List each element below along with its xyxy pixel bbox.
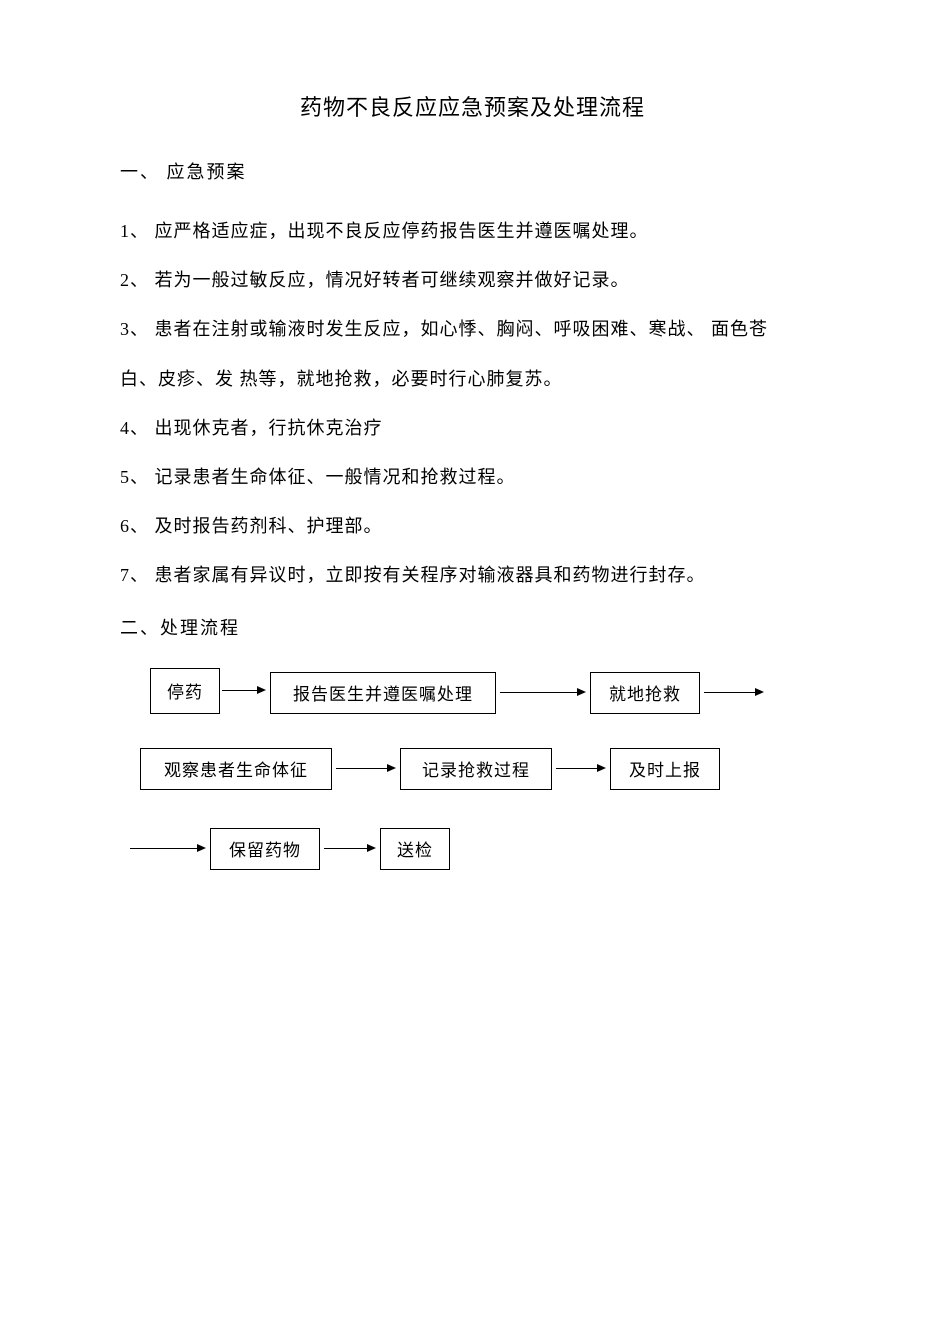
flow-arrow	[336, 768, 387, 769]
section-1-heading: 一、 应急预案	[120, 158, 825, 184]
flow-arrow	[222, 690, 257, 691]
section-2-heading: 二、处理流程	[120, 614, 825, 640]
flow-node: 送检	[380, 828, 450, 870]
document-page: 药物不良反应应急预案及处理流程 一、 应急预案 1、 应严格适应症，出现不良反应…	[0, 0, 945, 948]
flow-arrow	[500, 692, 577, 693]
flow-node: 及时上报	[610, 748, 720, 790]
arrow-head-icon	[257, 686, 266, 694]
flow-arrow	[324, 848, 367, 849]
flow-node: 停药	[150, 668, 220, 714]
list-item: 6、 及时报告药剂科、护理部。	[120, 505, 825, 548]
document-title: 药物不良反应应急预案及处理流程	[120, 90, 825, 122]
flow-arrow	[130, 848, 197, 849]
arrow-head-icon	[197, 844, 206, 852]
flow-node: 保留药物	[210, 828, 320, 870]
flow-node: 报告医生并遵医嘱处理	[270, 672, 496, 714]
list-item: 1、 应严格适应症，出现不良反应停药报告医生并遵医嘱处理。	[120, 210, 825, 253]
flow-node: 观察患者生命体征	[140, 748, 332, 790]
list-item: 4、 出现休克者，行抗休克治疗	[120, 407, 825, 450]
list-item: 3、 患者在注射或输液时发生反应，如心悸、胸闷、呼吸困难、寒战、 面色苍	[120, 308, 825, 351]
list-item: 5、 记录患者生命体征、一般情况和抢救过程。	[120, 456, 825, 499]
arrow-head-icon	[577, 688, 586, 696]
arrow-head-icon	[755, 688, 764, 696]
arrow-head-icon	[597, 764, 606, 772]
flow-arrow	[556, 768, 597, 769]
arrow-head-icon	[387, 764, 396, 772]
list-item: 2、 若为一般过敏反应，情况好转者可继续观察并做好记录。	[120, 259, 825, 302]
flow-node: 就地抢救	[590, 672, 700, 714]
flowchart: 停药 报告医生并遵医嘱处理 就地抢救观察患者生命体征 记录抢救过程 及时上报保留药物 送检	[130, 668, 830, 948]
flow-arrow	[704, 692, 755, 693]
list-item: 白、皮疹、发 热等，就地抢救，必要时行心肺复苏。	[120, 358, 825, 401]
flow-node: 记录抢救过程	[400, 748, 552, 790]
arrow-head-icon	[367, 844, 376, 852]
list-item: 7、 患者家属有异议时，立即按有关程序对输液器具和药物进行封存。	[120, 554, 825, 597]
